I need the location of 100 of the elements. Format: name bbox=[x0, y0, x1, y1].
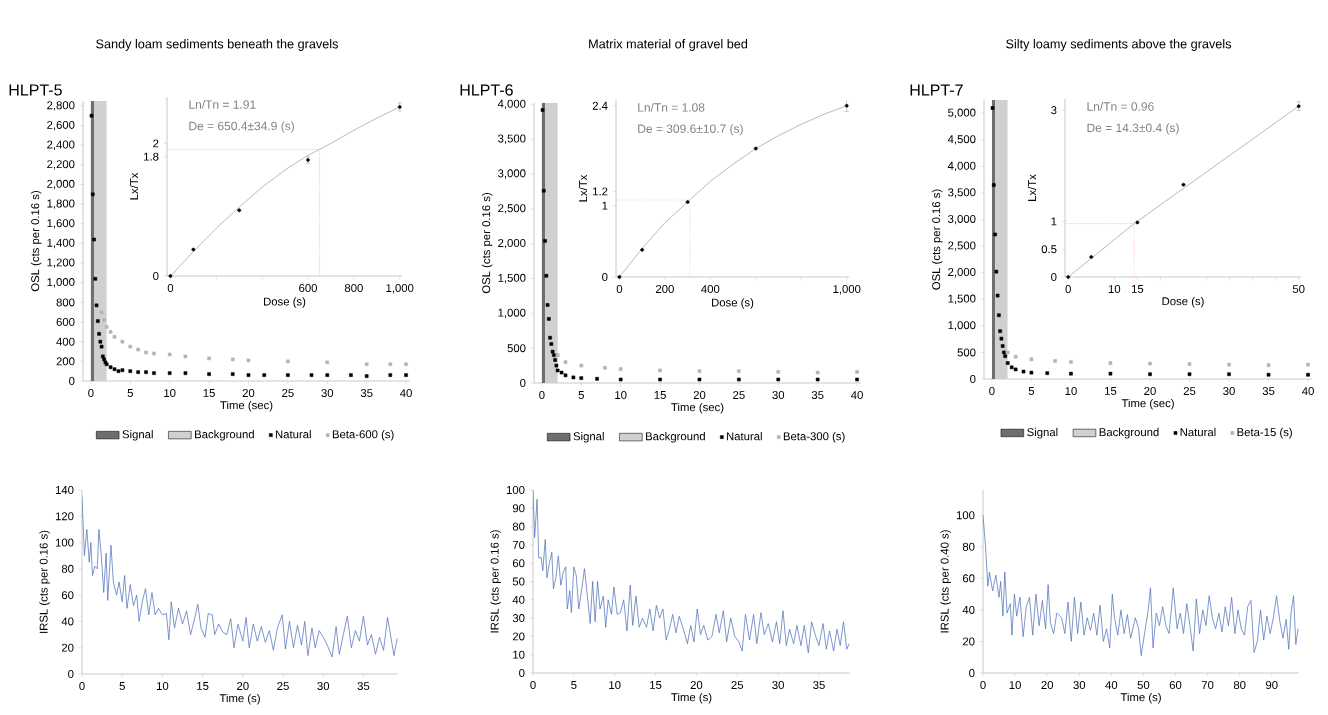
x-tick-label: 0 bbox=[167, 284, 174, 293]
x-axis-title: Time (sec) bbox=[671, 402, 724, 414]
y-tick-label: 3,000 bbox=[498, 169, 526, 179]
y-tick-label: 2,500 bbox=[498, 204, 526, 214]
x-tick-label: 800 bbox=[344, 284, 363, 293]
y-tick-label: 80 bbox=[962, 542, 975, 551]
chart-title: Sandy loam sediments beneath the gravels bbox=[96, 39, 338, 51]
x-tick-label: 10 bbox=[164, 389, 176, 398]
x-tick-label: 400 bbox=[701, 285, 720, 294]
y-tick-label: 5,000 bbox=[948, 108, 976, 118]
legend-label: Background bbox=[195, 429, 254, 441]
y-tick-label: 60 bbox=[962, 574, 975, 583]
y-axis-title: Lx/Tx bbox=[578, 174, 588, 202]
y-tick-label: 2,800 bbox=[47, 101, 75, 111]
legend-label: Natural bbox=[1180, 427, 1216, 437]
y-tick-label: 80 bbox=[512, 522, 525, 531]
y-tick-label: 80 bbox=[61, 564, 74, 573]
y-tick-label: 100 bbox=[55, 538, 74, 547]
x-tick-label: 35 bbox=[360, 389, 373, 398]
x-tick-label: 0 bbox=[539, 391, 545, 400]
annotation: Ln/Tn = 1.08 bbox=[638, 102, 705, 112]
y-tick-label: 90 bbox=[512, 504, 525, 513]
legend-label: Beta-300 (s) bbox=[783, 431, 845, 443]
x-tick-label: 5 bbox=[1028, 387, 1035, 395]
y-tick-label: 3,000 bbox=[948, 214, 976, 225]
y-axis-title: Lx/Tx bbox=[1027, 174, 1037, 201]
x-tick-label: 0 bbox=[88, 389, 94, 398]
chart-subtitle: HLPT-5 bbox=[9, 84, 62, 96]
x-tick-label: 40 bbox=[1302, 387, 1314, 396]
chart-subtitle: HLPT-7 bbox=[910, 84, 963, 96]
y-tick-label: 40 bbox=[512, 595, 525, 604]
y-tick-label: 0 bbox=[602, 272, 608, 281]
legend-label: Signal bbox=[1027, 427, 1058, 439]
y-tick-label: 0 bbox=[69, 377, 75, 385]
y-tick-label: 10 bbox=[513, 650, 525, 659]
y-tick-label: 120 bbox=[55, 512, 74, 521]
x-tick-label: 1,000 bbox=[386, 284, 414, 294]
x-tick-label: 10 bbox=[1009, 681, 1021, 690]
x-tick-label: 0 bbox=[79, 682, 85, 691]
y-tick-label: 2,000 bbox=[47, 179, 75, 190]
legend-label: Natural bbox=[275, 429, 311, 439]
x-tick-label: 5 bbox=[578, 391, 584, 399]
y-tick-label: 4,500 bbox=[947, 135, 976, 145]
x-axis-title: Time (sec) bbox=[1121, 398, 1174, 410]
x-tick-label: 20 bbox=[1144, 387, 1156, 396]
legend-label: Background bbox=[646, 431, 705, 443]
x-tick-label: 30 bbox=[317, 682, 330, 691]
y-tick-label: 140 bbox=[55, 486, 74, 495]
legend-label: Natural bbox=[726, 431, 762, 441]
y-tick-label: 20 bbox=[61, 643, 74, 652]
y-tick-label: 30 bbox=[512, 614, 525, 623]
y-tick-label: 2,400 bbox=[47, 140, 75, 150]
y-axis-title: IRSL (cts per 0.16 s) bbox=[490, 530, 501, 633]
y-tick-label: 2,200 bbox=[47, 160, 75, 170]
y-axis-title: OSL (cts per 0.16 s) bbox=[931, 189, 943, 290]
y-tick-label: 1 bbox=[602, 201, 608, 210]
annotation: Ln/Tn = 1.91 bbox=[189, 99, 256, 109]
x-tick-label: 1,000 bbox=[833, 285, 861, 295]
x-axis-title: Time (sec) bbox=[220, 400, 273, 412]
x-tick-label: 50 bbox=[1292, 285, 1305, 294]
x-tick-label: 15 bbox=[203, 389, 215, 397]
x-tick-label: 5 bbox=[571, 681, 577, 689]
x-tick-label: 0 bbox=[530, 681, 536, 690]
legend-label: Beta-15 (s) bbox=[1237, 427, 1292, 439]
x-tick-label: 25 bbox=[731, 681, 744, 690]
x-tick-label: 25 bbox=[1183, 387, 1196, 396]
legend-label: Signal bbox=[573, 431, 604, 443]
x-tick-label: 30 bbox=[772, 391, 785, 400]
y-tick-label: 2.4 bbox=[592, 101, 608, 110]
x-tick-label: 40 bbox=[400, 389, 412, 398]
x-axis-title: Dose (s) bbox=[264, 297, 306, 308]
x-axis-title: Time (s) bbox=[1120, 692, 1161, 704]
y-tick-label: 0 bbox=[153, 271, 159, 280]
x-tick-label: 600 bbox=[299, 284, 318, 293]
x-tick-label: 25 bbox=[282, 389, 294, 398]
y-tick-label: 1,600 bbox=[47, 219, 75, 229]
x-tick-label: 10 bbox=[1065, 387, 1077, 396]
chart-title: Silty loamy sediments above the gravels bbox=[1006, 39, 1232, 51]
y-tick-label: 20 bbox=[512, 632, 525, 641]
x-axis-title: Dose (s) bbox=[1162, 296, 1204, 308]
y-tick-label: 0 bbox=[520, 378, 526, 387]
x-tick-label: 0 bbox=[1065, 285, 1071, 294]
y-tick-label: 800 bbox=[56, 298, 75, 307]
legend-label: Beta-600 (s) bbox=[332, 429, 394, 441]
x-tick-label: 200 bbox=[655, 285, 674, 294]
y-tick-label: 0 bbox=[1051, 272, 1057, 281]
x-tick-label: 15 bbox=[650, 681, 662, 689]
y-tick-label: 2,600 bbox=[47, 120, 75, 131]
y-tick-label: 0 bbox=[68, 670, 74, 678]
x-tick-label: 40 bbox=[851, 391, 863, 400]
y-tick-label: 500 bbox=[507, 344, 526, 353]
y-tick-label: 1.2 bbox=[593, 187, 608, 196]
y-tick-label: 60 bbox=[512, 559, 525, 568]
y-tick-label: 2,000 bbox=[948, 268, 976, 278]
x-tick-label: 15 bbox=[654, 391, 666, 399]
x-tick-label: 35 bbox=[1262, 387, 1275, 396]
y-tick-label: 100 bbox=[506, 485, 525, 494]
y-tick-label: 3,500 bbox=[498, 134, 526, 144]
y-tick-label: 1.8 bbox=[144, 152, 159, 161]
y-tick-label: 2 bbox=[153, 139, 159, 148]
